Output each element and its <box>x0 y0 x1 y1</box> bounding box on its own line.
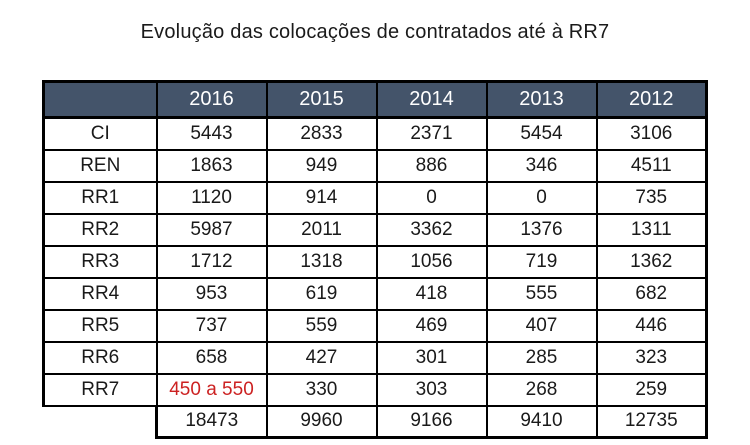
row-label: RR1 <box>42 180 158 215</box>
value-cell: 469 <box>375 308 488 343</box>
header-row: 2016 2015 2014 2013 2012 <box>42 80 708 119</box>
table-body: CI 5443 2833 2371 5454 3106 REN 1863 949 886 346 45… <box>42 116 708 439</box>
value-cell: 2371 <box>375 116 488 151</box>
value-cell: 5454 <box>485 116 598 151</box>
value-cell: 427 <box>265 340 378 375</box>
value-cell: 418 <box>375 276 488 311</box>
value-cell: 1120 <box>155 180 268 215</box>
year-header: 2016 <box>155 80 268 119</box>
value-cell: 719 <box>485 244 598 279</box>
table-header: 2016 2015 2014 2013 2012 <box>42 80 708 119</box>
value-cell: 0 <box>485 180 598 215</box>
value-cell: 559 <box>265 308 378 343</box>
value-cell: 914 <box>265 180 378 215</box>
value-cell: 658 <box>155 340 268 375</box>
value-cell: 3362 <box>375 212 488 247</box>
value-cell: 1362 <box>595 244 708 279</box>
table-row: RR2 5987 2011 3362 1376 1311 <box>42 212 708 247</box>
value-cell: 1311 <box>595 212 708 247</box>
value-cell: 446 <box>595 308 708 343</box>
row-label: RR5 <box>42 308 158 343</box>
table-row: RR5 737 559 469 407 446 <box>42 308 708 343</box>
value-cell: 1712 <box>155 244 268 279</box>
table-row: REN 1863 949 886 346 4511 <box>42 148 708 183</box>
value-cell: 1376 <box>485 212 598 247</box>
row-label: RR3 <box>42 244 158 279</box>
value-cell: 3106 <box>595 116 708 151</box>
value-cell: 737 <box>155 308 268 343</box>
year-header: 2012 <box>595 80 708 119</box>
totals-row: 18473 9960 9166 9410 12735 <box>44 404 708 439</box>
table-row: RR4 953 619 418 555 682 <box>42 276 708 311</box>
year-header: 2014 <box>375 80 488 119</box>
row-label: RR6 <box>42 340 158 375</box>
data-table: 2016 2015 2014 2013 2012 CI 5443 2833 2371 5… <box>42 80 708 439</box>
table-row: RR7 450 a 550 330 303 268 259 <box>42 372 708 407</box>
value-cell: 2011 <box>265 212 378 247</box>
value-cell: 682 <box>595 276 708 311</box>
value-cell: 886 <box>375 148 488 183</box>
row-label: RR4 <box>42 276 158 311</box>
corner-cell <box>42 80 158 119</box>
table-row: RR6 658 427 301 285 323 <box>42 340 708 375</box>
total-cell: 9166 <box>375 404 488 439</box>
value-cell: 303 <box>375 372 488 407</box>
value-cell: 949 <box>265 148 378 183</box>
value-cell: 1056 <box>375 244 488 279</box>
total-cell: 9960 <box>265 404 378 439</box>
total-cell: 9410 <box>485 404 598 439</box>
value-cell: 346 <box>485 148 598 183</box>
value-cell: 1863 <box>155 148 268 183</box>
value-cell: 5987 <box>155 212 268 247</box>
value-cell: 330 <box>265 372 378 407</box>
table-row: CI 5443 2833 2371 5454 3106 <box>42 116 708 151</box>
value-cell: 2833 <box>265 116 378 151</box>
totals-spacer <box>44 406 157 438</box>
value-cell: 5443 <box>155 116 268 151</box>
value-cell: 301 <box>375 340 488 375</box>
year-header: 2015 <box>265 80 378 119</box>
row-label: REN <box>42 148 158 183</box>
row-label: RR7 <box>42 372 158 407</box>
row-label: CI <box>42 116 158 151</box>
value-cell: 259 <box>595 372 708 407</box>
total-cell: 12735 <box>595 404 708 439</box>
page-title: Evolução das colocações de contratados a… <box>140 21 610 43</box>
total-cell: 18473 <box>155 404 268 439</box>
value-cell: 0 <box>375 180 488 215</box>
value-cell: 555 <box>485 276 598 311</box>
value-cell: 953 <box>155 276 268 311</box>
value-cell: 268 <box>485 372 598 407</box>
value-cell: 735 <box>595 180 708 215</box>
value-cell: 450 a 550 <box>155 372 268 407</box>
value-cell: 407 <box>485 308 598 343</box>
table-row: RR3 1712 1318 1056 719 1362 <box>42 244 708 279</box>
value-cell: 619 <box>265 276 378 311</box>
row-label: RR2 <box>42 212 158 247</box>
table-row: RR1 1120 914 0 0 735 <box>42 180 708 215</box>
value-cell: 1318 <box>265 244 378 279</box>
value-cell: 323 <box>595 340 708 375</box>
value-cell: 285 <box>485 340 598 375</box>
value-cell: 4511 <box>595 148 708 183</box>
year-header: 2013 <box>485 80 598 119</box>
